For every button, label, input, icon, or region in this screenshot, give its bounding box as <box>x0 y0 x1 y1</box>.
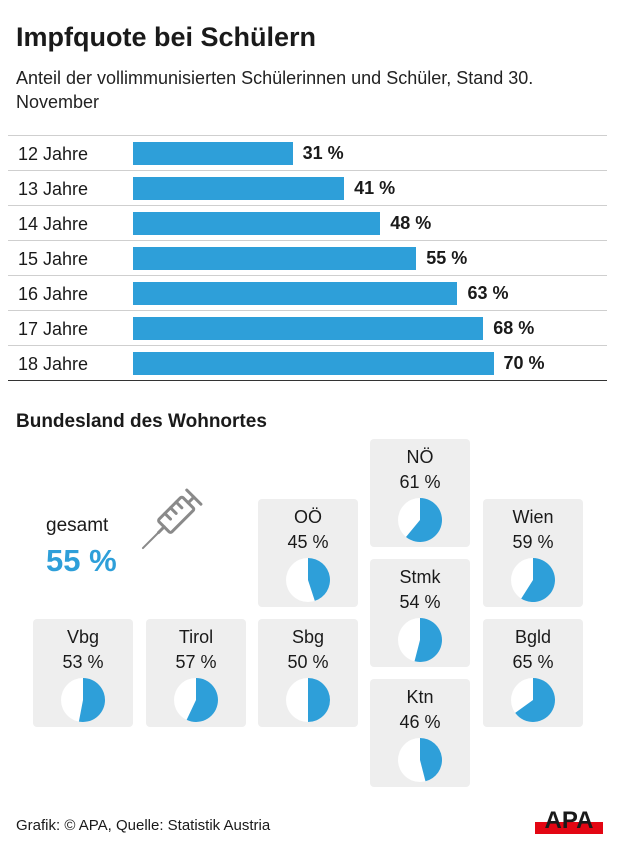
region-percent: 65 % <box>512 652 554 672</box>
pie-slice <box>308 678 330 722</box>
bar-category-label: 15 Jahre <box>18 249 89 269</box>
apa-logo-icon: APA <box>535 807 603 834</box>
bar-category-label: 18 Jahre <box>18 354 89 374</box>
bar-value-label: 48 % <box>390 213 432 233</box>
bar-category-label: 14 Jahre <box>18 214 89 234</box>
region-percent: 46 % <box>399 712 441 732</box>
region-pie <box>511 558 555 602</box>
bar-row: 13 Jahre 41 % <box>8 170 607 205</box>
region-tile: OÖ 45 % <box>258 499 358 607</box>
bar-value-label: 68 % <box>493 318 535 338</box>
bar-row: 16 Jahre 63 % <box>8 275 607 310</box>
region-pie <box>398 618 442 662</box>
pie-slice <box>186 678 218 722</box>
region-name: Ktn <box>406 687 434 707</box>
bar-value-label: 63 % <box>467 283 509 303</box>
region-name: Vbg <box>66 627 100 647</box>
bar-chart: 12 Jahre 31 % 13 Jahre 41 % 14 Jahre 48 % 15 J… <box>8 135 607 381</box>
pie-slice <box>308 558 330 601</box>
bar <box>133 142 293 165</box>
bar-row: 18 Jahre 70 % <box>8 345 607 381</box>
bar-category-label: 13 Jahre <box>18 179 89 199</box>
region-percent: 54 % <box>399 592 441 612</box>
source-note: Grafik: © APA, Quelle: Statistik Austria <box>16 817 271 834</box>
region-tile: NÖ 61 % <box>370 439 470 547</box>
bar-category-label: 16 Jahre <box>18 284 89 304</box>
bar-category-label: 17 Jahre <box>18 319 89 339</box>
pie-slice <box>521 558 555 602</box>
region-percent: 45 % <box>287 532 329 552</box>
pie-slice <box>78 678 106 722</box>
region-pie <box>61 678 106 722</box>
region-tile: Bgld 65 % <box>483 619 583 727</box>
region-pie <box>286 558 330 602</box>
region-name: Sbg <box>291 627 325 647</box>
bar-value-label: 41 % <box>354 178 396 198</box>
region-tile: Tirol 57 % <box>146 619 246 727</box>
region-name: OÖ <box>293 507 322 527</box>
bar <box>133 317 484 340</box>
region-name: Bgld <box>514 627 552 647</box>
region-name: Stmk <box>399 567 441 587</box>
pie-slice <box>414 618 442 662</box>
chart-title: Impfquote bei Schülern <box>16 22 317 52</box>
bar-row: 12 Jahre 31 % <box>8 135 607 170</box>
pie-slice <box>515 678 555 722</box>
bar <box>133 352 494 375</box>
region-percent: 61 % <box>399 472 441 492</box>
region-tile: Stmk 54 % <box>370 559 470 667</box>
bar <box>133 177 345 200</box>
region-name: Wien <box>512 507 554 527</box>
bar-row: 17 Jahre 68 % <box>8 310 607 345</box>
bar-row: 15 Jahre 55 % <box>8 240 607 275</box>
bar <box>133 212 381 235</box>
pie-slice <box>420 738 443 782</box>
region-pie <box>398 498 443 542</box>
region-name: NÖ <box>406 447 434 467</box>
bar-category-label: 12 Jahre <box>18 144 89 164</box>
region-tile: Sbg 50 % <box>258 619 358 727</box>
pie-slice <box>405 498 443 542</box>
logo-text: APA <box>545 807 594 834</box>
overall-value: 55 % <box>46 543 117 578</box>
syringe-icon <box>141 488 203 550</box>
region-percent: 59 % <box>512 532 554 552</box>
bar-value-label: 55 % <box>426 248 468 268</box>
region-pie <box>174 678 218 722</box>
region-tile: Vbg 53 % <box>33 619 133 727</box>
region-percent: 50 % <box>287 652 329 672</box>
region-pie <box>398 738 443 782</box>
region-percent: 53 % <box>62 652 104 672</box>
section-title: Bundesland des Wohnortes <box>16 411 267 432</box>
region-pie <box>511 678 555 722</box>
chart-subtitle: Anteil der vollimmunisierten Schülerinne… <box>16 68 534 112</box>
region-pie <box>286 678 330 722</box>
region-tile: Wien 59 % <box>483 499 583 607</box>
region-percent: 57 % <box>175 652 217 672</box>
bar <box>133 282 458 305</box>
region-tile: Ktn 46 % <box>370 679 470 787</box>
region-name: Tirol <box>178 627 214 647</box>
bar <box>133 247 417 270</box>
bar-value-label: 70 % <box>503 353 545 373</box>
bar-value-label: 31 % <box>302 143 344 163</box>
bar-row: 14 Jahre 48 % <box>8 205 607 240</box>
overall-label: gesamt <box>46 515 109 536</box>
